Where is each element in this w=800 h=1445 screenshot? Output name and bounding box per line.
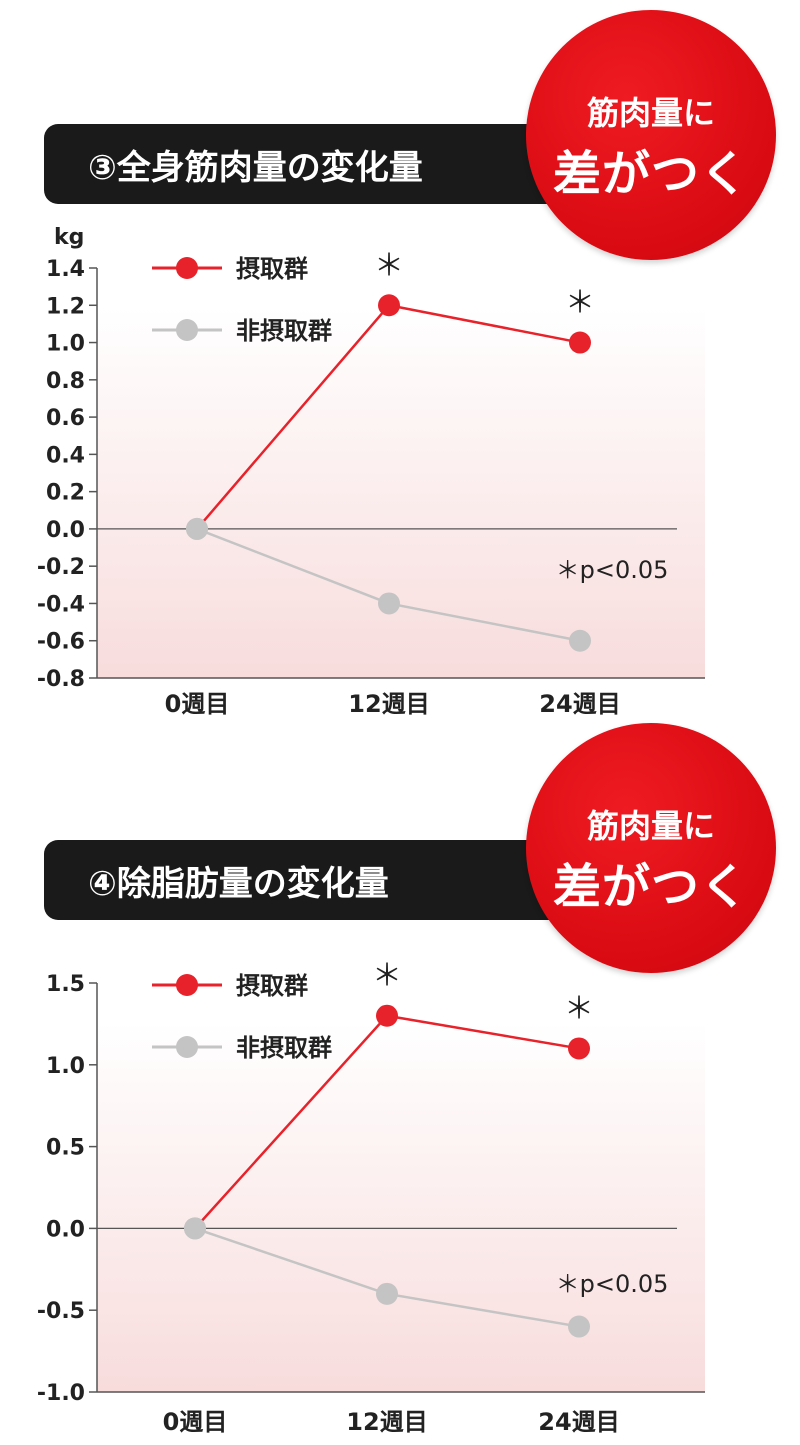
y-tick-label: 1.0	[46, 1054, 85, 1079]
chart-title-bar: ④除脂肪量の変化量	[44, 840, 584, 920]
legend-marker	[176, 974, 198, 996]
legend-label: 非摂取群	[236, 317, 332, 345]
significance-note: ＊p<0.05	[556, 556, 669, 584]
data-point-intake	[568, 1037, 590, 1060]
legend-label: 摂取群	[236, 972, 308, 1000]
badge-line2: 差がつく	[552, 146, 749, 202]
y-tick-label: 0.2	[46, 481, 85, 506]
plot-background	[97, 308, 705, 678]
badge-line2: 差がつく	[552, 859, 749, 915]
significance-star: ＊	[565, 286, 595, 321]
y-tick-label: 1.4	[46, 257, 85, 282]
x-tick-label: 24週目	[539, 690, 620, 718]
x-tick-label: 12週目	[346, 1408, 427, 1436]
y-tick-label: -0.2	[37, 555, 85, 580]
muscle-mass-chart: kg 1.4 1.2 1.0 0.8 0.6 0.4 0.2 0.0 -0.2 -0.4 -0.6 -0…	[37, 225, 705, 718]
badge-line1: 筋肉量に	[586, 94, 715, 132]
legend-marker	[176, 257, 198, 279]
data-point-intake	[186, 517, 208, 540]
significance-star: ＊	[372, 959, 402, 994]
data-point-intake	[378, 294, 400, 317]
x-tick-label: 12週目	[348, 690, 429, 718]
y-tick-label: 0.6	[46, 406, 85, 431]
lean-mass-chart: 1.5 1.0 0.5 0.0 -0.5 -1.0 0週目 12週目 24週目 ＊ ＊ 摂取群非摂取群…	[37, 959, 705, 1436]
data-point-intake	[376, 1004, 398, 1027]
plot-background	[97, 1023, 705, 1392]
y-tick-label: 1.2	[46, 294, 85, 319]
data-point-intake	[569, 331, 591, 354]
x-tick-label: 0週目	[165, 690, 230, 718]
y-tick-label: 1.5	[46, 972, 85, 997]
y-tick-label: 0.4	[46, 443, 85, 468]
data-point-non-intake	[568, 1315, 590, 1338]
x-tick-label: 24週目	[538, 1408, 619, 1436]
chart-title-bar: ③全身筋肉量の変化量	[44, 124, 584, 204]
legend-label: 摂取群	[236, 255, 308, 283]
significance-star: ＊	[374, 248, 404, 283]
significance-star: ＊	[564, 991, 594, 1026]
y-tick-label: -0.4	[37, 592, 85, 617]
y-tick-label: -0.8	[37, 667, 85, 692]
y-tick-label: -1.0	[37, 1381, 85, 1406]
data-point-non-intake	[569, 629, 591, 652]
chart-title: ③全身筋肉量の変化量	[88, 147, 423, 188]
chart-panel-muscle-mass: ③全身筋肉量の変化量 kg 1.4 1.2 1.0 0.8 0.6 0.4 0.2 0.0 -0.…	[37, 10, 776, 718]
y-tick-label: -0.5	[37, 1299, 85, 1324]
legend-label: 非摂取群	[236, 1034, 332, 1062]
y-tick-label: -0.6	[37, 630, 85, 655]
highlight-badge: 筋肉量に 差がつく	[526, 10, 776, 260]
data-point-non-intake	[376, 1282, 398, 1305]
chart-panel-lean-mass: ④除脂肪量の変化量 1.5 1.0 0.5 0.0 -0.5 -1.0 0週目 12週目 24週…	[0, 723, 800, 1445]
chart-title: ④除脂肪量の変化量	[88, 863, 389, 904]
data-point-intake	[184, 1217, 206, 1240]
legend-marker	[176, 319, 198, 341]
y-tick-label: 1.0	[46, 332, 85, 357]
legend-marker	[176, 1036, 198, 1058]
y-tick-label: 0.8	[46, 369, 85, 394]
y-tick-label: 0.5	[46, 1136, 85, 1161]
y-tick-label: 0.0	[46, 1217, 85, 1242]
highlight-badge: 筋肉量に 差がつく	[526, 723, 776, 973]
data-point-non-intake	[378, 592, 400, 615]
y-axis-label: kg	[54, 225, 84, 250]
y-tick-label: 0.0	[46, 518, 85, 543]
x-tick-label: 0週目	[163, 1408, 228, 1436]
badge-line1: 筋肉量に	[586, 807, 715, 845]
significance-note: ＊p<0.05	[556, 1270, 669, 1298]
